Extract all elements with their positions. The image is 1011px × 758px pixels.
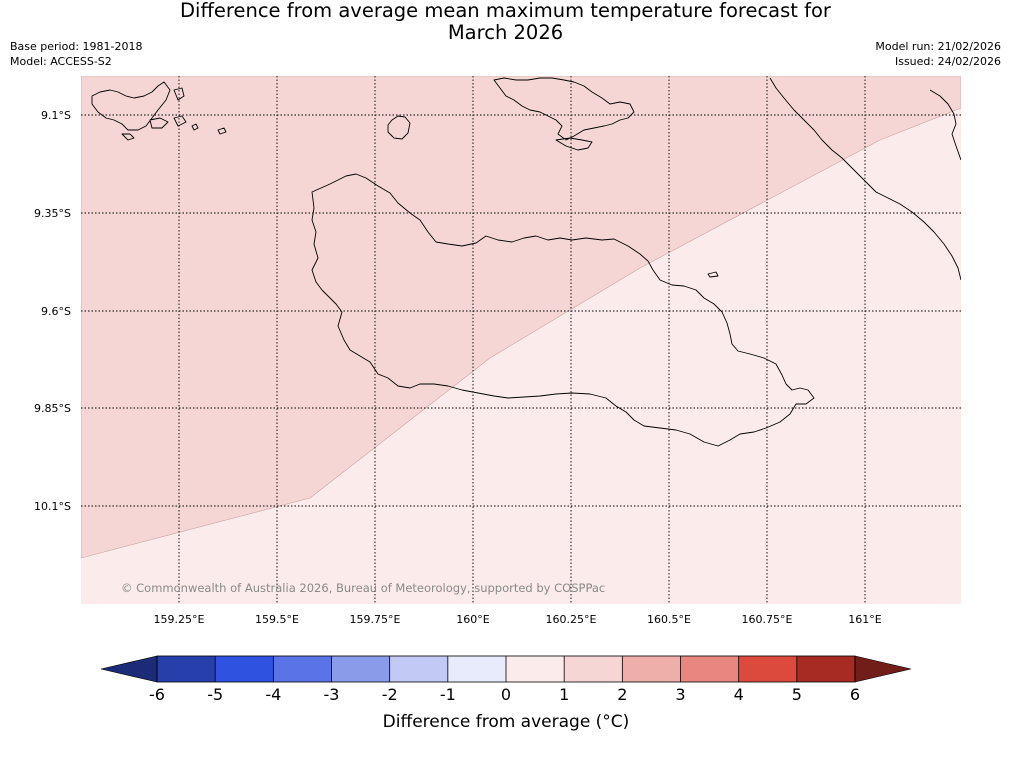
colorbar-tick-label: -3 — [324, 685, 340, 704]
colorbar-tick-label: -6 — [149, 685, 165, 704]
colorbar-swatch — [273, 656, 332, 682]
colorbar-swatch — [622, 656, 681, 682]
lat-label: 9.6°S — [41, 305, 71, 318]
colorbar-tick-label: 2 — [617, 685, 627, 704]
colorbar-tick-label: 3 — [675, 685, 685, 704]
lon-label: 159.75°E — [350, 613, 401, 626]
colorbar-tick-label: 4 — [734, 685, 744, 704]
anomaly-region-1-to-2 — [81, 76, 961, 559]
lat-label: 9.35°S — [34, 207, 71, 220]
colorbar-swatch — [331, 656, 390, 682]
colorbar-tick-label: -5 — [207, 685, 223, 704]
lon-label: 160°E — [456, 613, 489, 626]
lat-label: 9.1°S — [41, 109, 71, 122]
lon-label: 159.5°E — [255, 613, 299, 626]
copyright-notice: © Commonwealth of Australia 2026, Bureau… — [121, 581, 605, 595]
colorbar-swatch — [215, 656, 274, 682]
colorbar-tick-label: 5 — [792, 685, 802, 704]
lon-label: 159.25°E — [154, 613, 205, 626]
lat-label: 9.85°S — [34, 402, 71, 415]
colorbar-tick-label: 6 — [850, 685, 860, 704]
model-name: Model: ACCESS-S2 — [10, 55, 112, 68]
title-line-1: Difference from average mean maximum tem… — [180, 0, 831, 22]
colorbar-over-arrow — [854, 655, 912, 683]
colorbar-swatch — [680, 656, 739, 682]
longitude-labels: 159.25°E 159.5°E 159.75°E 160°E 160.25°E… — [154, 613, 882, 626]
colorbar: -6 -5 -4 -3 -2 -1 0 1 2 3 4 5 6 Difference from aver… — [100, 655, 912, 732]
colorbar-swatches — [157, 656, 856, 682]
lon-label: 161°E — [848, 613, 881, 626]
colorbar-tick-label: 0 — [501, 685, 511, 704]
colorbar-swatch — [506, 656, 565, 682]
metadata-left: Base period: 1981-2018 Model: ACCESS-S2 — [10, 39, 142, 69]
lat-label: 10.1°S — [34, 500, 71, 513]
colorbar-ticks — [156, 656, 856, 682]
chart-title: Difference from average mean maximum tem… — [0, 0, 1011, 44]
colorbar-swatch — [157, 656, 216, 682]
colorbar-under-arrow — [100, 655, 158, 683]
colorbar-swatch — [796, 656, 856, 682]
colorbar-tick-label: -2 — [382, 685, 398, 704]
issued-date: Issued: 24/02/2026 — [894, 55, 1001, 68]
lon-label: 160.75°E — [742, 613, 793, 626]
colorbar-tick-label: -1 — [440, 685, 456, 704]
base-period: Base period: 1981-2018 — [10, 40, 143, 53]
colorbar-tick-label: -4 — [265, 685, 281, 704]
savo-island-coastline — [387, 115, 411, 140]
colorbar-label: Difference from average (°C) — [383, 712, 630, 732]
colorbar-swatch — [447, 656, 507, 682]
latitude-labels: 9.1°S 9.35°S 9.6°S 9.85°S 10.1°S — [34, 109, 71, 513]
colorbar-swatch — [389, 656, 449, 682]
graticule — [81, 76, 961, 604]
lon-label: 160.25°E — [546, 613, 597, 626]
colorbar-tick-label: 1 — [559, 685, 569, 704]
metadata-right: Model run: 21/02/2026 Issued: 24/02/2026 — [875, 39, 1001, 69]
islet-coastline — [707, 271, 719, 278]
map-panel: © Commonwealth of Australia 2026, Bureau… — [81, 76, 961, 604]
title-line-2: March 2026 — [447, 21, 564, 44]
model-run: Model run: 21/02/2026 — [875, 40, 1001, 53]
colorbar-tick-labels: -6 -5 -4 -3 -2 -1 0 1 2 3 4 5 6 — [149, 685, 860, 704]
colorbar-swatch — [738, 656, 798, 682]
lon-label: 160.5°E — [647, 613, 691, 626]
russell-islands-coastline — [91, 81, 227, 141]
florida-islands-coastline — [493, 77, 635, 151]
colorbar-swatch — [564, 656, 623, 682]
